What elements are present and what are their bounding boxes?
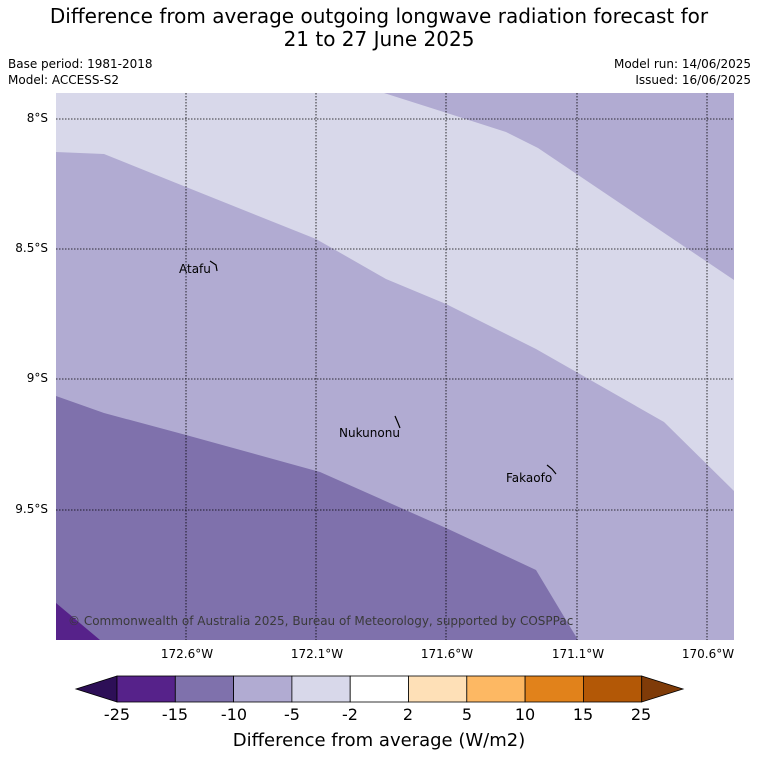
atoll-outlines xyxy=(209,260,557,475)
model-run: Model run: 14/06/2025 xyxy=(613,57,751,71)
place-label-atafu: Atafu xyxy=(179,262,211,276)
model-name: Model: ACCESS-S2 xyxy=(8,73,120,87)
issued-date: Issued: 16/06/2025 xyxy=(635,73,751,87)
colorbar-extend-min xyxy=(74,675,118,703)
colorbar-tick: -10 xyxy=(220,705,248,724)
colorbar-swatch xyxy=(349,675,409,703)
fakaofo-atoll xyxy=(546,464,557,475)
anomaly-band-minus2-to-2 xyxy=(56,93,734,491)
colorbar-swatch xyxy=(291,675,351,703)
chart-title: Difference from average outgoing longwav… xyxy=(0,5,758,51)
base-period: Base period: 1981-2018 xyxy=(8,57,153,71)
colorbar-swatch xyxy=(116,675,176,703)
nukunonu-atoll xyxy=(394,415,401,429)
colorbar-tick: -15 xyxy=(161,705,189,724)
lon-label-170-6w: 170.6°W xyxy=(681,647,735,661)
colorbar-swatch xyxy=(233,675,293,703)
colorbar-swatch xyxy=(466,675,526,703)
colorbar-tick: 2 xyxy=(402,705,414,724)
lat-label-9-5s: 9.5°S xyxy=(15,502,48,516)
place-label-nukunonu: Nukunonu xyxy=(339,426,400,440)
colorbar-tick: -25 xyxy=(103,705,131,724)
copyright-notice: © Commonwealth of Australia 2025, Bureau… xyxy=(68,614,574,628)
atafu-atoll xyxy=(209,260,218,272)
anomaly-band-minus10-to-minus5 xyxy=(56,396,578,640)
lon-label-172-1w: 172.1°W xyxy=(290,647,344,661)
lat-label-9s: 9°S xyxy=(26,371,48,385)
colorbar-extend-max xyxy=(641,675,685,703)
lat-label-8-5s: 8.5°S xyxy=(15,241,48,255)
title-line-1: Difference from average outgoing longwav… xyxy=(49,4,709,28)
colorbar-tick: 10 xyxy=(514,705,536,724)
lon-label-171-1w: 171.1°W xyxy=(551,647,605,661)
anomaly-band-minus15-to-minus10 xyxy=(56,603,100,640)
lat-label-8s: 8°S xyxy=(26,111,48,125)
meta-right: Model run: 14/06/2025 Issued: 16/06/2025 xyxy=(614,56,751,88)
colorbar-swatch xyxy=(583,675,643,703)
colorbar-swatch xyxy=(524,675,584,703)
graticule xyxy=(56,93,734,640)
colorbar-label: Difference from average (W/m2) xyxy=(232,730,526,751)
colorbar-swatch xyxy=(174,675,235,703)
colorbar-tick: -2 xyxy=(342,705,358,724)
colorbar-tick: 15 xyxy=(572,705,594,724)
title-line-2: 21 to 27 June 2025 xyxy=(283,27,475,51)
colorbar-tick: 25 xyxy=(630,705,652,724)
lon-label-171-6w: 171.6°W xyxy=(420,647,474,661)
colorbar-swatch xyxy=(408,675,468,703)
colorbar-tick: -5 xyxy=(284,705,300,724)
lon-label-172-6w: 172.6°W xyxy=(160,647,214,661)
place-label-fakaofo: Fakaofo xyxy=(506,471,553,485)
colorbar-tick: 5 xyxy=(461,705,473,724)
meta-left: Base period: 1981-2018 Model: ACCESS-S2 xyxy=(8,56,153,88)
